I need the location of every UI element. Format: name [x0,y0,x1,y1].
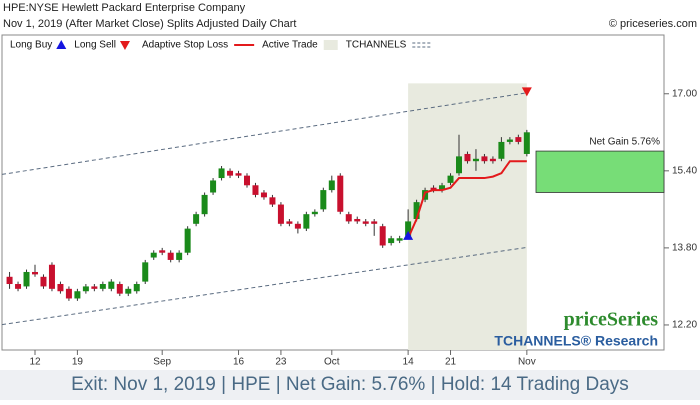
long-sell-marker [521,87,532,97]
x-tick-label: 14 [403,357,415,368]
legend-label: Active Trade [262,40,318,51]
candle-body [388,238,395,244]
candle-body [108,281,115,289]
candle-body [481,156,488,162]
candle-body [193,214,200,224]
candle-body [74,291,81,299]
candle-body [303,214,310,229]
header-title: HPE:NYSE Hewlett Packard Enterprise Comp… [3,2,246,14]
candle-body [362,221,369,224]
candle-body [472,158,479,162]
candle-body [371,221,378,224]
x-tick-label: Sep [153,357,171,368]
candle-body [311,211,318,215]
candle-body [82,286,89,292]
candle-body [176,252,183,260]
candle-body [6,276,13,285]
legend-trade-icon [323,40,338,50]
candle-body [320,190,327,210]
candle-body [515,137,522,142]
x-tick-label: 12 [29,357,41,368]
candle-body [133,284,140,292]
x-tick-label: 16 [233,357,245,368]
x-tick-label: 21 [445,357,457,368]
candle-body [23,271,30,287]
candle-body [142,262,149,282]
y-tick-label: 15.40 [672,165,697,176]
candle-body [65,288,72,299]
active-trade-zone [408,83,527,350]
candle-body [15,284,22,289]
candle-body [184,228,191,253]
candle-body [116,284,123,294]
candle-body [40,276,47,287]
x-tick-label: 19 [72,357,84,368]
candle-body [506,139,513,142]
legend-label: TCHANNELS [346,40,407,51]
candle-body [345,214,352,222]
candle-body [337,175,344,212]
y-tick-label: 12.20 [672,320,697,331]
candle-body [498,141,505,159]
candle-body [150,252,157,258]
candle-body [244,175,250,186]
candle-body [260,192,267,198]
watermark-research: TCHANNELS® Research [494,333,658,349]
candle-body [125,288,132,294]
candle-body [413,202,420,219]
y-tick-label: 13.80 [672,243,697,254]
candle-body [447,175,454,183]
candle-body [396,238,403,241]
footer-band [0,370,700,400]
candle-body [57,284,64,292]
channel-line [1,246,527,326]
candle-body [201,194,208,215]
stop-loss-line [407,160,527,239]
candle-body [277,204,284,224]
candle-body [523,132,530,154]
candle-body [439,185,446,191]
footer-text: Exit: Nov 1, 2019 | HPE | Net Gain: 5.76… [71,374,629,395]
legend-sell-icon [119,41,130,50]
candle-body [379,226,386,246]
watermark-brand: priceSeries [564,309,659,331]
legend-label: Adaptive Stop Loss [142,40,228,51]
channel-line [1,92,527,175]
candle-body [328,180,335,191]
candle-body [167,252,174,260]
candle-body [405,221,412,236]
candle-body [91,286,98,289]
y-tick-label: 17.00 [672,88,697,99]
candle-body [99,284,106,289]
candle-body [294,223,301,229]
long-buy-marker [403,230,414,240]
candle-body [456,156,462,174]
net-gain-box [535,150,665,193]
candle-body [48,264,55,289]
header-credit: © priceseries.com [609,18,697,30]
candle-body [489,158,496,162]
legend-buy-icon [56,40,67,49]
candle-body [210,180,217,193]
candle-body [252,185,259,195]
candle-body [464,153,471,162]
legend-label: Long Buy [10,40,52,51]
candle-body [354,218,361,222]
x-tick-label: 23 [275,357,287,368]
candle-body [32,271,38,275]
candle-body [269,197,276,205]
candle-body [227,170,234,176]
candle-body [430,187,437,191]
candle-body [159,250,166,253]
header-subtitle: Nov 1, 2019 (After Market Close) Splits … [3,18,296,30]
candle-body [286,221,293,224]
legend-label: Long Sell [74,40,116,51]
net-gain-label: Net Gain 5.76% [589,137,660,148]
candle-body [235,173,242,176]
plot-area: 12.20 13.80 15.40 17.00 12 19 Sep 16 23 Oct 14 21 No… [1,34,697,368]
x-tick-label: Nov [518,357,536,368]
x-tick-label: Oct [324,357,340,368]
candle-body [218,168,225,179]
